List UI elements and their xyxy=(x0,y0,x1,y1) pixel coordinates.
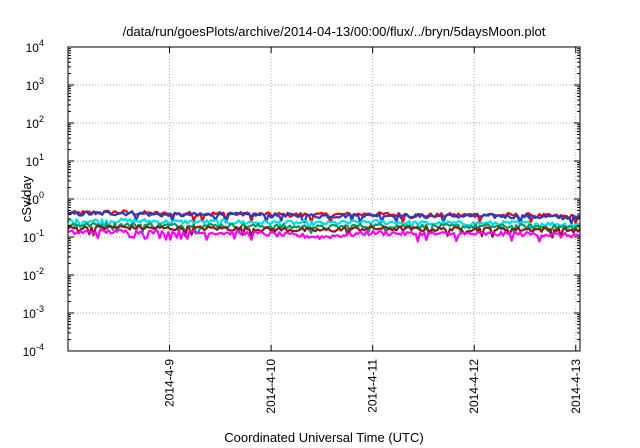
y-tick-label: 103 xyxy=(26,76,44,93)
y-tick-label: 10-4 xyxy=(23,342,44,359)
x-tick-label: 2014-4-12 xyxy=(467,359,481,414)
x-axis-label: Coordinated Universal Time (UTC) xyxy=(224,430,423,445)
x-tick-label: 2014-4-13 xyxy=(569,359,583,414)
chart-title: /data/run/goesPlots/archive/2014-04-13/0… xyxy=(123,24,546,39)
series-line xyxy=(67,210,581,226)
x-axis: 2014-4-9 2014-4-10 2014-4-11 2014-4-12 2014-… xyxy=(163,47,583,414)
y-axis: 10-4 10-3 10-2 10-1 100 101 102 103 104 xyxy=(23,38,580,359)
x-tick-label: 2014-4-11 xyxy=(366,359,380,413)
x-tick-label: 2014-4-9 xyxy=(163,359,177,407)
y-axis-label: cSv/day xyxy=(19,175,34,222)
series-line xyxy=(67,217,581,233)
series-line xyxy=(67,228,581,243)
y-tick-label: 10-3 xyxy=(23,304,44,321)
y-tick-label: 104 xyxy=(26,38,44,55)
y-tick-label: 10-2 xyxy=(23,266,44,283)
x-tick-label: 2014-4-10 xyxy=(264,359,278,414)
y-tick-label: 101 xyxy=(26,152,44,169)
y-tick-label: 100 xyxy=(26,190,44,207)
y-tick-label: 102 xyxy=(26,114,44,131)
data-series xyxy=(67,209,581,243)
series-line xyxy=(67,224,581,239)
y-tick-label: 10-1 xyxy=(23,228,44,245)
